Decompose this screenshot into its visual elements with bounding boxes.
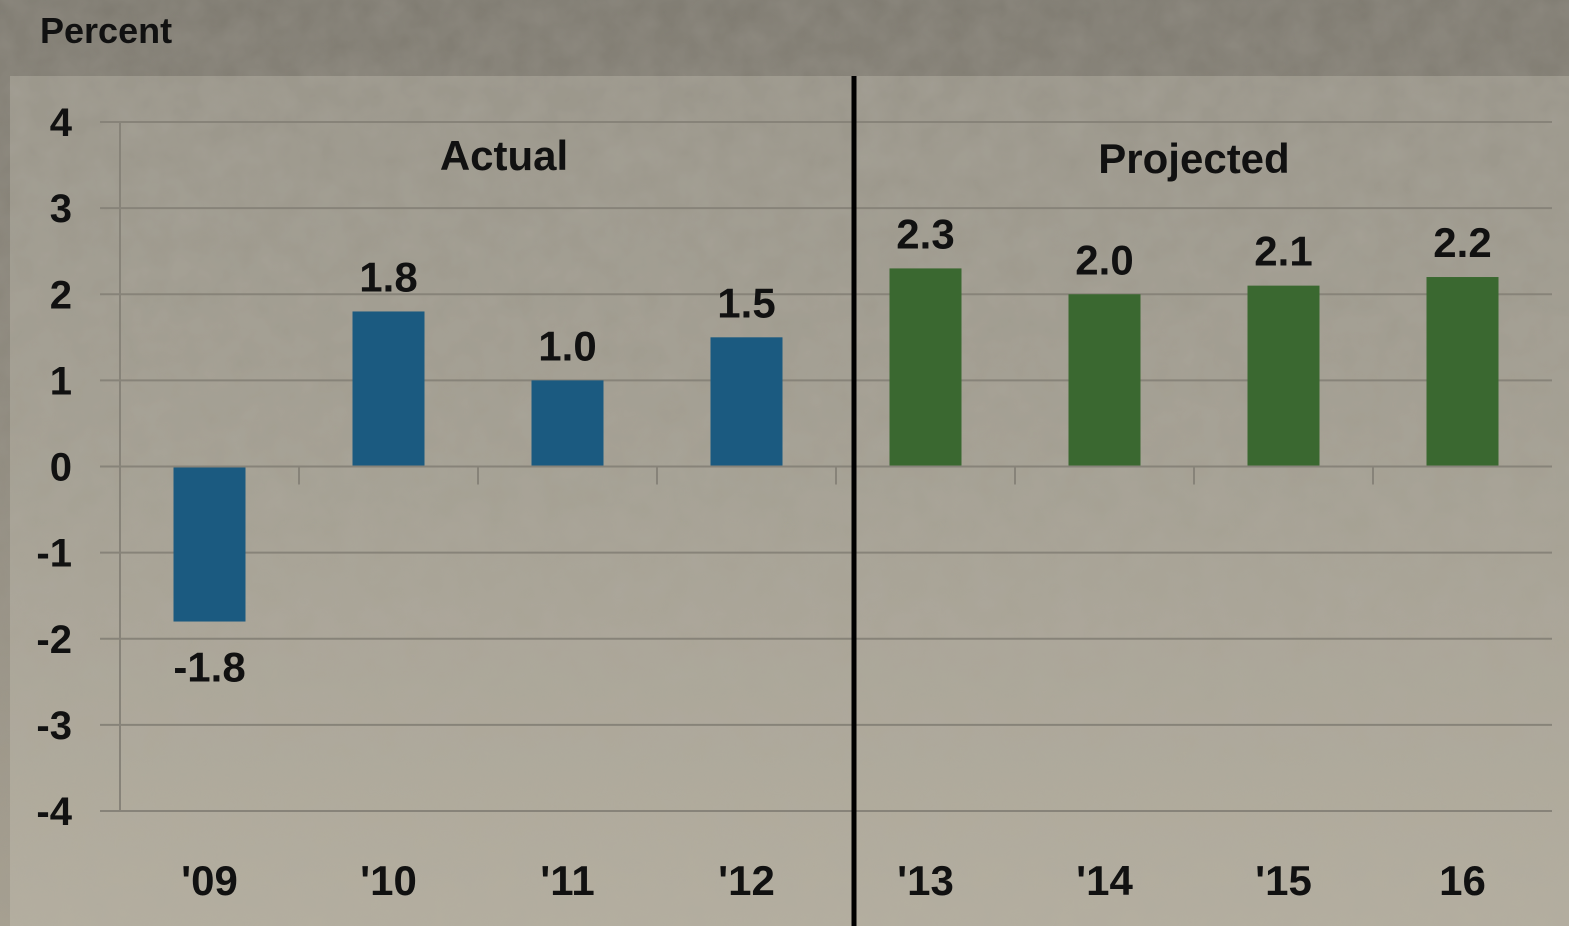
data-label-0: -1.8 bbox=[173, 644, 245, 691]
data-label-5: 2.0 bbox=[1075, 236, 1133, 283]
bar-5 bbox=[1068, 294, 1141, 467]
y-tick-label: 1 bbox=[50, 359, 72, 403]
bar-0 bbox=[173, 466, 246, 622]
bar-1 bbox=[352, 311, 425, 467]
y-tick-label: -3 bbox=[36, 704, 72, 748]
bar-4 bbox=[889, 268, 962, 467]
data-label-1: 1.8 bbox=[359, 253, 417, 300]
y-tick-label: -1 bbox=[36, 532, 72, 576]
x-tick-label-4: '13 bbox=[897, 857, 954, 904]
y-tick-label: 2 bbox=[50, 273, 72, 317]
x-tick-label-2: '11 bbox=[540, 857, 594, 904]
bar-6 bbox=[1247, 285, 1320, 467]
bar-7 bbox=[1426, 277, 1499, 467]
bar-2 bbox=[531, 380, 604, 467]
group-label-projected: Projected bbox=[1098, 135, 1289, 182]
y-axis-label: Percent bbox=[40, 10, 172, 51]
data-label-4: 2.3 bbox=[896, 210, 954, 257]
x-tick-label-1: '10 bbox=[360, 857, 417, 904]
x-tick-label-0: '09 bbox=[181, 857, 238, 904]
axes: 4 3 2 1 0 -1 -2 -3 -4 '09 '10 '11 '12 '13 '14 '15 16 bbox=[36, 76, 1552, 926]
plot-area-panel bbox=[10, 76, 1569, 926]
x-tick-label-3: '12 bbox=[718, 857, 775, 904]
group-label-actual: Actual bbox=[440, 132, 568, 179]
data-label-6: 2.1 bbox=[1254, 228, 1312, 275]
data-labels: -1.8 1.8 1.0 1.5 2.3 2.0 2.1 2.2 Actual Projected bbox=[173, 132, 1491, 691]
x-tick-label-6: '15 bbox=[1255, 857, 1312, 904]
y-tick-label: -4 bbox=[36, 790, 72, 834]
bars bbox=[173, 268, 1499, 622]
data-label-2: 1.0 bbox=[538, 322, 596, 369]
y-tick-label: 3 bbox=[50, 187, 72, 231]
x-tick-label-5: '14 bbox=[1076, 857, 1133, 904]
data-label-7: 2.2 bbox=[1433, 219, 1491, 266]
y-tick-label: 0 bbox=[50, 446, 72, 490]
y-tick-label: 4 bbox=[50, 101, 73, 145]
bar-3 bbox=[710, 337, 783, 467]
data-label-3: 1.5 bbox=[717, 279, 775, 326]
x-tick-label-7: 16 bbox=[1439, 857, 1486, 904]
y-tick-label: -2 bbox=[36, 618, 72, 662]
